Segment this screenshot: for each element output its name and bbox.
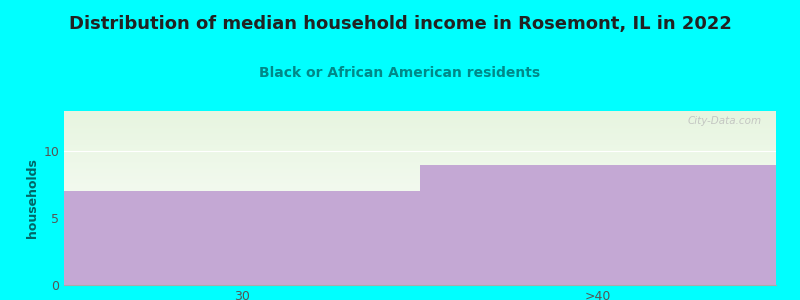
Bar <box>64 191 420 285</box>
Text: Black or African American residents: Black or African American residents <box>259 66 541 80</box>
Y-axis label: households: households <box>26 158 39 238</box>
Bar <box>420 164 776 285</box>
Text: City-Data.com: City-Data.com <box>688 116 762 126</box>
Text: Distribution of median household income in Rosemont, IL in 2022: Distribution of median household income … <box>69 15 731 33</box>
